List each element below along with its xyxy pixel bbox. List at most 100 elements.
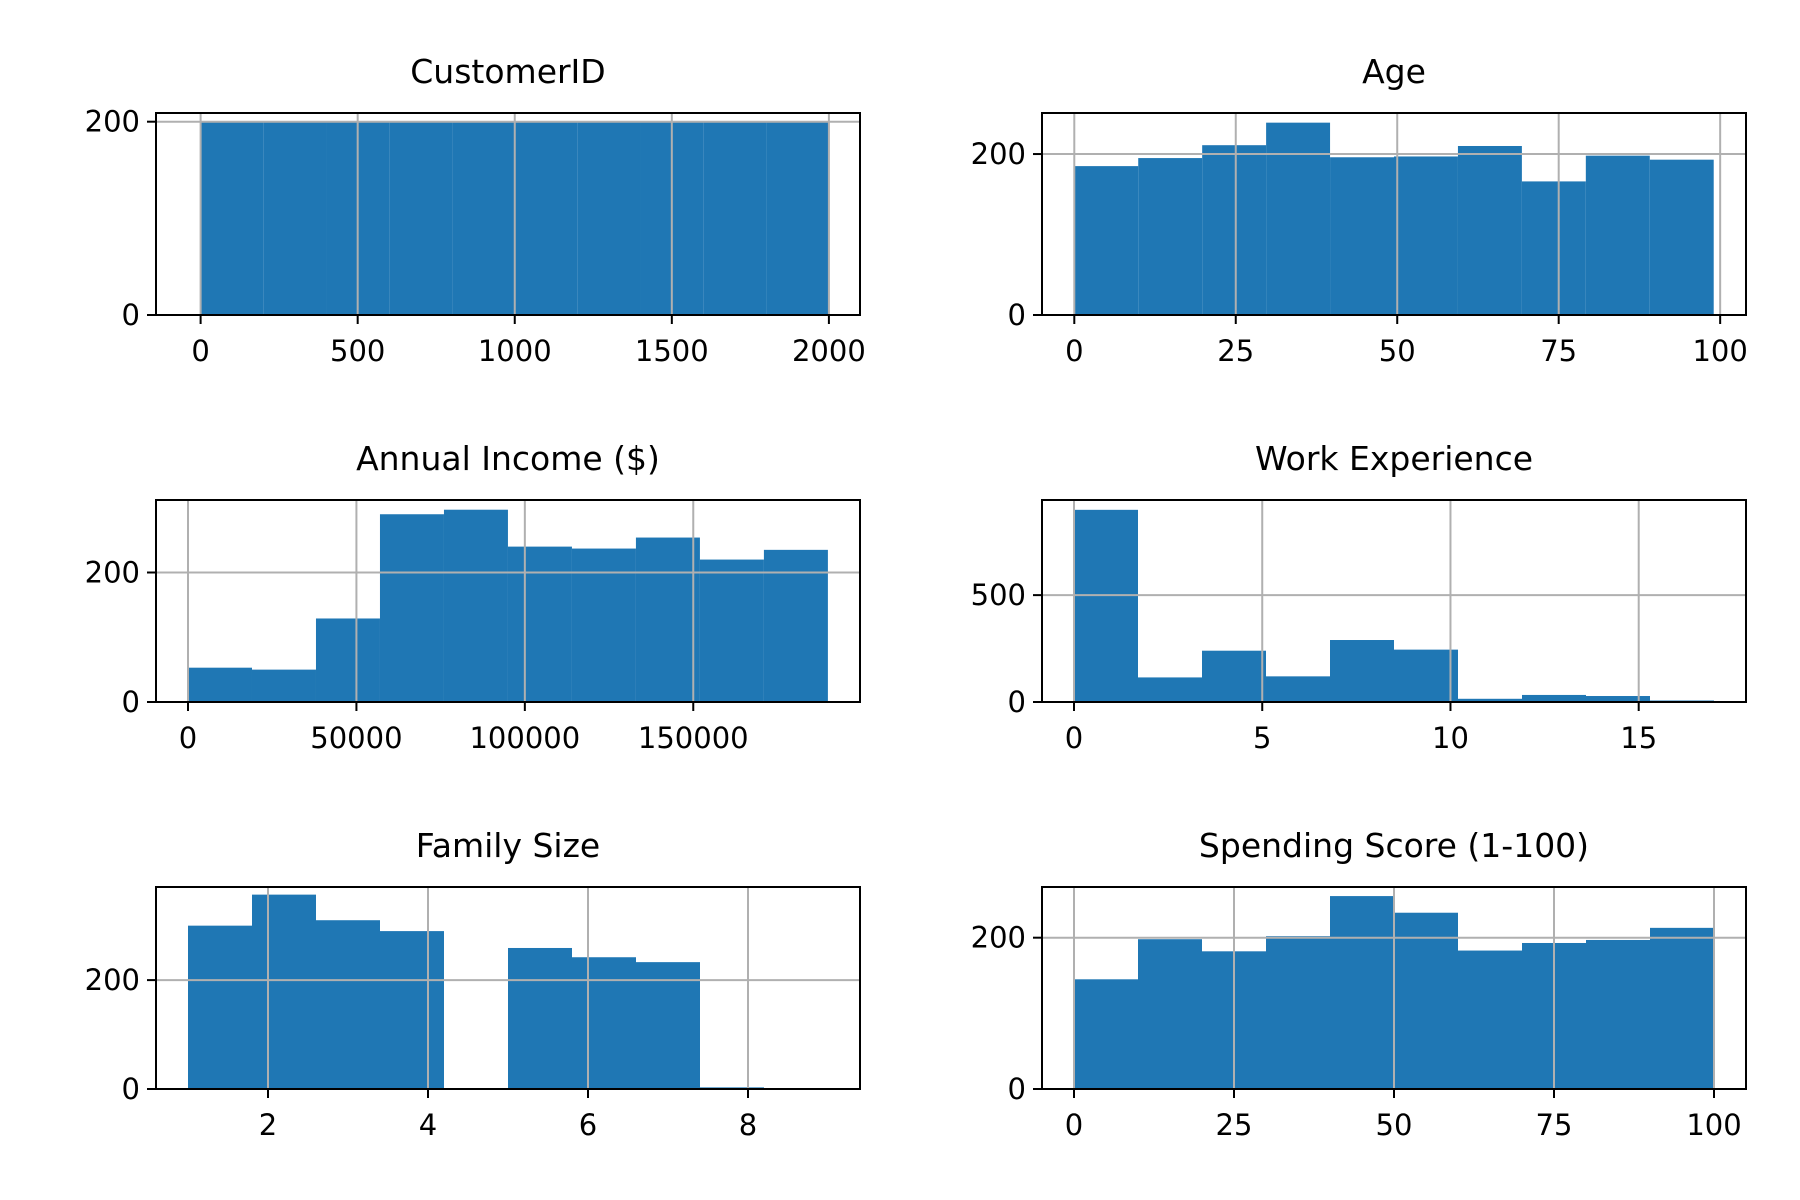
histogram-bar (380, 931, 444, 1089)
y-tick-label: 0 (1008, 685, 1026, 719)
panel-title: Work Experience (1255, 439, 1533, 478)
histogram-bar (1138, 677, 1202, 702)
x-tick-label: 500 (330, 334, 385, 368)
histogram-bar (1330, 640, 1394, 702)
panel-title: Spending Score (1-100) (1199, 826, 1589, 865)
x-tick-label: 100 (1686, 1108, 1741, 1142)
histogram-bar (1521, 181, 1586, 315)
x-tick-label: 100 (1692, 334, 1747, 368)
histogram-bar (188, 925, 252, 1089)
histogram-bar (1586, 939, 1650, 1089)
panel-title: CustomerID (410, 52, 605, 91)
histogram-bar (507, 546, 572, 702)
x-tick-label: 150000 (638, 721, 749, 755)
histogram-panel: 2 4 6 8 0 200 Family Size (85, 826, 861, 1142)
y-tick-label: 0 (122, 685, 140, 719)
histogram-bar (315, 618, 380, 702)
histogram-panel: 0 500 1000 1500 2000 0 200 CustomerID (85, 52, 866, 368)
histogram-bar (508, 947, 572, 1089)
axes-frame (155, 112, 861, 316)
histogram-bar (1202, 145, 1267, 315)
histogram-panel: 0 50000 100000 150000 0 200 Annual Income ($) (85, 439, 861, 755)
y-tick-label: 500 (971, 578, 1026, 612)
histogram-bar (379, 514, 444, 702)
panel-title: Annual Income ($) (356, 439, 660, 478)
x-tick-label: 75 (1536, 1108, 1573, 1142)
x-tick-label: 1000 (478, 334, 552, 368)
y-tick-label: 200 (85, 963, 140, 997)
histogram-bar (1330, 157, 1394, 315)
histogram-bar (699, 559, 764, 702)
histogram-bar (514, 121, 578, 315)
x-tick-label: 50000 (310, 721, 402, 755)
x-tick-label: 0 (179, 721, 197, 755)
x-tick-label: 10 (1432, 721, 1469, 755)
axes-frame (1041, 499, 1747, 703)
histogram-bar (316, 920, 380, 1089)
histogram-bar (1458, 950, 1522, 1089)
y-tick-label: 0 (1008, 298, 1026, 332)
y-tick-label: 200 (85, 105, 140, 139)
x-tick-label: 2000 (792, 334, 866, 368)
histogram-bar (200, 121, 264, 315)
histogram-bar (1458, 698, 1522, 702)
histogram-bar (635, 537, 700, 702)
histogram-bar (1202, 650, 1266, 702)
x-tick-label: 0 (191, 334, 209, 368)
x-tick-label: 50 (1376, 1108, 1413, 1142)
x-tick-label: 25 (1216, 1108, 1253, 1142)
y-tick-label: 200 (971, 921, 1026, 955)
histogram-bar (1266, 676, 1330, 702)
axes-frame (155, 886, 861, 1090)
x-tick-label: 4 (419, 1108, 437, 1142)
histogram-panel: 0 25 50 75 100 0 200 Age (971, 52, 1748, 368)
histogram-bar (763, 549, 828, 702)
histogram-bar (1138, 158, 1203, 315)
panel-title: Age (1362, 52, 1426, 91)
y-tick-label: 0 (122, 1072, 140, 1106)
histogram-panel: 0 5 10 15 0 500 Work Experience (971, 439, 1747, 755)
histogram-bar (1586, 696, 1650, 702)
histogram-bar (263, 121, 327, 315)
x-tick-label: 0 (1065, 1108, 1083, 1142)
histogram-bar (1074, 509, 1138, 702)
histogram-bar (1585, 155, 1650, 315)
y-tick-label: 0 (1008, 1072, 1026, 1106)
histogram-bar (1394, 912, 1458, 1089)
x-tick-label: 8 (739, 1108, 757, 1142)
histogram-bar (1330, 896, 1394, 1089)
histogram-bar (1074, 979, 1138, 1089)
x-tick-label: 0 (1065, 334, 1083, 368)
x-tick-label: 0 (1065, 721, 1083, 755)
y-tick-label: 200 (85, 556, 140, 590)
histogram-bar (766, 121, 829, 315)
histogram-bar (1394, 649, 1458, 702)
histogram-bar (252, 894, 316, 1089)
histogram-bar (1649, 159, 1714, 315)
axes-frame (1041, 112, 1747, 316)
x-tick-label: 5 (1253, 721, 1271, 755)
histogram-bar (251, 669, 316, 702)
histogram-bar (1266, 936, 1330, 1089)
histogram-bar (703, 121, 767, 315)
histogram-bar (572, 957, 636, 1089)
histogram-bar (1394, 156, 1458, 315)
axes-frame (155, 499, 861, 703)
histogram-bar (577, 121, 641, 315)
x-tick-label: 75 (1540, 334, 1577, 368)
histogram-panel: 0 25 50 75 100 0 200 Spending Score (1-100) (971, 826, 1747, 1142)
y-tick-label: 200 (971, 137, 1026, 171)
x-tick-label: 2 (259, 1108, 277, 1142)
histogram-bar (188, 667, 252, 702)
y-tick-label: 0 (122, 298, 140, 332)
histogram-bar (636, 962, 700, 1089)
histogram-bar (1522, 694, 1586, 702)
histogram-bar (1074, 166, 1139, 315)
x-tick-label: 15 (1620, 721, 1657, 755)
histogram-bar (389, 121, 453, 315)
histogram-bar (1266, 122, 1331, 315)
histogram-bar (571, 548, 636, 702)
x-tick-label: 6 (579, 1108, 597, 1142)
panel-title: Family Size (416, 826, 600, 865)
